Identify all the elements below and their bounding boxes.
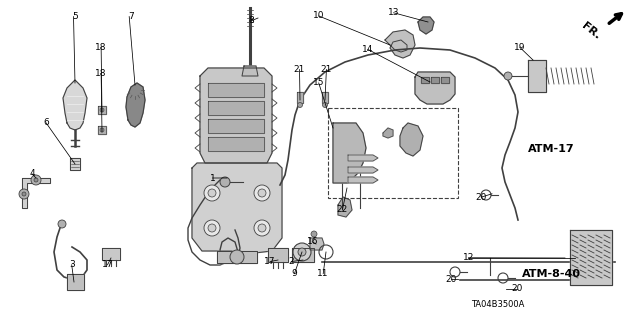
Polygon shape bbox=[418, 17, 434, 34]
Circle shape bbox=[220, 177, 230, 187]
Polygon shape bbox=[208, 137, 264, 151]
Polygon shape bbox=[242, 66, 258, 76]
Text: 11: 11 bbox=[317, 269, 329, 278]
Polygon shape bbox=[348, 177, 378, 183]
Polygon shape bbox=[208, 101, 264, 115]
Circle shape bbox=[298, 102, 303, 108]
Bar bbox=[328, 108, 458, 198]
Text: FR.: FR. bbox=[580, 21, 602, 41]
Text: 9: 9 bbox=[292, 269, 297, 278]
Circle shape bbox=[204, 220, 220, 236]
Circle shape bbox=[31, 175, 41, 185]
Text: 18: 18 bbox=[95, 69, 107, 78]
Polygon shape bbox=[333, 123, 366, 183]
Polygon shape bbox=[385, 30, 415, 58]
Circle shape bbox=[323, 102, 328, 108]
Circle shape bbox=[208, 189, 216, 197]
Polygon shape bbox=[200, 68, 272, 163]
Polygon shape bbox=[421, 77, 429, 83]
Polygon shape bbox=[98, 126, 106, 134]
Polygon shape bbox=[348, 155, 378, 161]
Polygon shape bbox=[310, 238, 324, 250]
Circle shape bbox=[254, 220, 270, 236]
Polygon shape bbox=[192, 163, 282, 255]
Text: 2: 2 bbox=[289, 257, 294, 266]
Text: TA04B3500A: TA04B3500A bbox=[471, 300, 525, 309]
Circle shape bbox=[230, 250, 244, 264]
Text: 13: 13 bbox=[388, 8, 399, 17]
Text: 5: 5 bbox=[73, 12, 78, 21]
Polygon shape bbox=[441, 77, 449, 83]
Polygon shape bbox=[63, 80, 87, 130]
Circle shape bbox=[258, 189, 266, 197]
Polygon shape bbox=[338, 197, 352, 217]
Circle shape bbox=[100, 128, 104, 132]
Circle shape bbox=[19, 189, 29, 199]
Text: 20: 20 bbox=[476, 193, 487, 202]
Polygon shape bbox=[431, 77, 439, 83]
Circle shape bbox=[311, 231, 317, 237]
Circle shape bbox=[208, 224, 216, 232]
Circle shape bbox=[254, 185, 270, 201]
Text: 17: 17 bbox=[264, 257, 276, 266]
Text: 19: 19 bbox=[514, 43, 525, 52]
Polygon shape bbox=[268, 248, 288, 262]
Circle shape bbox=[34, 178, 38, 182]
Text: 21: 21 bbox=[294, 65, 305, 74]
Text: 8: 8 bbox=[249, 16, 254, 25]
Text: ATM-8-40: ATM-8-40 bbox=[522, 269, 581, 279]
Polygon shape bbox=[348, 167, 378, 173]
Polygon shape bbox=[67, 274, 84, 290]
Text: 15: 15 bbox=[313, 78, 324, 87]
Circle shape bbox=[293, 243, 311, 261]
Text: 7: 7 bbox=[129, 12, 134, 21]
Polygon shape bbox=[322, 92, 328, 103]
Text: 6: 6 bbox=[44, 118, 49, 127]
Circle shape bbox=[258, 224, 266, 232]
Text: 14: 14 bbox=[362, 45, 374, 54]
Text: 1: 1 bbox=[210, 174, 215, 182]
Polygon shape bbox=[208, 119, 264, 133]
Text: 16: 16 bbox=[307, 237, 318, 246]
Polygon shape bbox=[217, 251, 257, 263]
Text: 20: 20 bbox=[445, 275, 457, 284]
Polygon shape bbox=[415, 72, 455, 104]
Polygon shape bbox=[70, 158, 80, 170]
Polygon shape bbox=[528, 60, 546, 92]
Circle shape bbox=[298, 248, 306, 256]
Polygon shape bbox=[570, 230, 612, 285]
Circle shape bbox=[100, 108, 104, 112]
Circle shape bbox=[22, 192, 26, 196]
Circle shape bbox=[58, 220, 66, 228]
Polygon shape bbox=[400, 123, 423, 156]
Polygon shape bbox=[102, 248, 120, 260]
Text: ATM-17: ATM-17 bbox=[529, 144, 575, 154]
Polygon shape bbox=[292, 248, 314, 262]
Polygon shape bbox=[208, 83, 264, 97]
Circle shape bbox=[504, 72, 512, 80]
Text: 17: 17 bbox=[102, 260, 113, 269]
Polygon shape bbox=[297, 92, 303, 103]
Text: 10: 10 bbox=[313, 11, 324, 20]
Text: 21: 21 bbox=[321, 65, 332, 74]
Polygon shape bbox=[383, 128, 393, 138]
Polygon shape bbox=[98, 106, 106, 114]
Text: 12: 12 bbox=[463, 253, 474, 262]
Text: 22: 22 bbox=[337, 205, 348, 214]
Text: 3: 3 bbox=[69, 260, 74, 269]
Text: 20: 20 bbox=[511, 284, 523, 293]
Text: 4: 4 bbox=[29, 169, 35, 178]
Polygon shape bbox=[22, 178, 50, 208]
Polygon shape bbox=[126, 83, 145, 127]
Text: 18: 18 bbox=[95, 43, 107, 52]
Circle shape bbox=[204, 185, 220, 201]
